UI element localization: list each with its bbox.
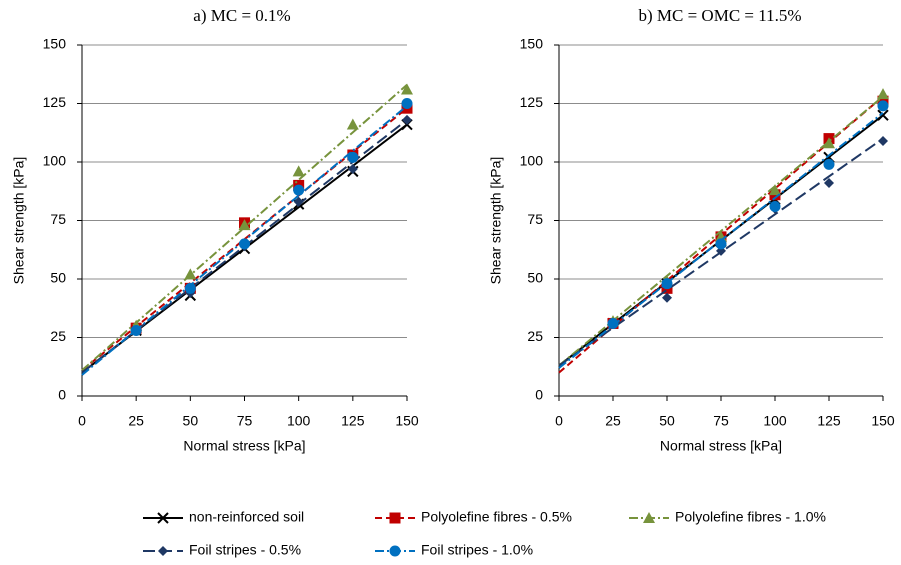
data-point — [346, 118, 359, 130]
x-tick-label: 50 — [183, 413, 199, 429]
data-point — [402, 114, 412, 125]
y-axis-label: Shear strength [kPa] — [11, 157, 27, 285]
x-tick-label: 150 — [871, 413, 895, 429]
data-point — [877, 100, 889, 112]
y-tick-label: 125 — [43, 94, 67, 110]
data-point — [769, 200, 781, 212]
data-point — [715, 238, 727, 250]
y-tick-label: 75 — [50, 211, 66, 227]
data-point — [130, 324, 142, 336]
data-point — [823, 158, 835, 170]
y-tick-label: 0 — [535, 387, 543, 403]
x-tick-label: 50 — [659, 413, 675, 429]
data-point — [293, 196, 304, 207]
legend-marker — [389, 545, 401, 557]
legend-marker — [643, 512, 655, 523]
data-point — [878, 135, 888, 146]
legend-label: Polyolefine fibres - 1.0% — [675, 509, 826, 525]
y-tick-label: 100 — [43, 153, 67, 169]
y-tick-label: 75 — [527, 211, 543, 227]
data-point — [347, 164, 358, 175]
data-point — [293, 184, 305, 196]
x-tick-label: 125 — [341, 413, 365, 429]
data-point — [662, 292, 672, 303]
x-tick-label: 100 — [763, 413, 787, 429]
y-tick-label: 150 — [43, 36, 67, 52]
legend-label: non-reinforced soil — [189, 509, 304, 525]
data-point — [877, 88, 889, 100]
x-tick-label: 75 — [237, 413, 253, 429]
x-tick-label: 25 — [128, 413, 144, 429]
data-point — [607, 317, 619, 329]
data-point — [824, 178, 834, 189]
y-tick-label: 25 — [50, 328, 66, 344]
x-tick-label: 125 — [817, 413, 841, 429]
data-point — [184, 268, 197, 280]
data-point — [877, 109, 889, 121]
x-tick-label: 0 — [555, 413, 563, 429]
x-tick-label: 75 — [713, 413, 729, 429]
legend-label: Foil stripes - 1.0% — [421, 542, 533, 558]
y-tick-label: 150 — [520, 36, 544, 52]
y-tick-label: 100 — [520, 153, 544, 169]
y-axis-label: Shear strength [kPa] — [488, 157, 504, 285]
x-axis-label: Normal stress [kPa] — [183, 438, 305, 454]
y-tick-label: 0 — [58, 387, 66, 403]
legend-label: Polyolefine fibres - 0.5% — [421, 509, 572, 525]
data-point — [292, 165, 305, 177]
data-point — [184, 282, 196, 294]
data-point — [769, 184, 781, 196]
x-axis-label: Normal stress [kPa] — [660, 438, 782, 454]
data-point — [238, 219, 251, 231]
x-tick-label: 25 — [605, 413, 621, 429]
legend-label: Foil stripes - 0.5% — [189, 542, 301, 558]
legend-marker — [158, 546, 168, 556]
chart-title: a) MC = 0.1% — [193, 6, 290, 25]
x-tick-label: 0 — [78, 413, 86, 429]
data-point — [823, 137, 835, 149]
y-tick-label: 25 — [527, 328, 543, 344]
y-tick-label: 125 — [520, 94, 544, 110]
data-point — [661, 278, 673, 290]
legend-marker — [157, 512, 169, 524]
data-point — [401, 98, 413, 109]
data-point — [347, 151, 359, 163]
chart-title: b) MC = OMC = 11.5% — [638, 6, 801, 25]
x-tick-label: 150 — [395, 413, 419, 429]
legend-marker — [389, 512, 401, 524]
y-tick-label: 50 — [50, 270, 66, 286]
x-tick-label: 100 — [287, 413, 311, 429]
y-tick-label: 50 — [527, 270, 543, 286]
data-point — [401, 83, 413, 95]
data-point — [239, 238, 250, 250]
